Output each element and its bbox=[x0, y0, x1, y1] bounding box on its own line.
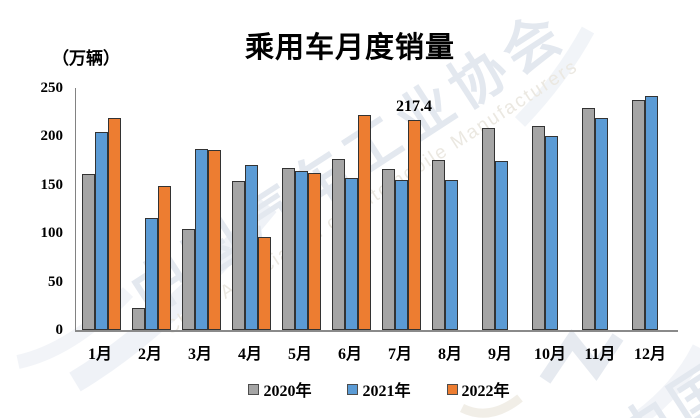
bar-2020年-6月 bbox=[331, 159, 345, 330]
bar-2022年-3月 bbox=[207, 149, 221, 330]
legend-swatch bbox=[347, 383, 359, 395]
bar-2020年-7月 bbox=[381, 168, 395, 330]
x-tick-label-8月: 8月 bbox=[437, 346, 462, 363]
x-tick-label-5月: 5月 bbox=[287, 346, 312, 363]
legend-label: 2022年 bbox=[461, 383, 510, 400]
bar-2021年-7月 bbox=[394, 179, 408, 330]
legend-swatch bbox=[446, 383, 458, 395]
bar-2021年-2月 bbox=[144, 218, 158, 330]
x-tick-label-3月: 3月 bbox=[187, 346, 212, 363]
bar-2020年-5月 bbox=[281, 168, 295, 330]
x-tick-label-4月: 4月 bbox=[237, 346, 262, 363]
legend: 2020年 2021年 2022年 bbox=[0, 377, 700, 401]
bar-2022年-1月 bbox=[107, 118, 121, 330]
x-tick-label-6月: 6月 bbox=[337, 346, 362, 363]
legend-item-2021年: 2021年 bbox=[347, 377, 411, 401]
bar-2020年-10月 bbox=[531, 125, 545, 330]
bar-2022年-5月 bbox=[307, 172, 321, 330]
y-tick-label: 250 bbox=[40, 80, 64, 96]
y-tick-label: 150 bbox=[40, 176, 64, 193]
y-tick-label: 200 bbox=[40, 128, 64, 145]
bar-2020年-11月 bbox=[581, 107, 595, 330]
legend-label: 2020年 bbox=[263, 383, 312, 400]
legend-label: 2021年 bbox=[362, 383, 411, 400]
bar-2021年-12月 bbox=[644, 95, 658, 330]
bar-2020年-12月 bbox=[631, 100, 645, 330]
x-axis-labels: 1月 2月 3月 4月 5月 6月 7月 8月 9月 10月 11月 12月 bbox=[75, 340, 677, 363]
legend-item-2020年: 2020年 bbox=[248, 377, 311, 401]
bar-2021年-6月 bbox=[344, 178, 358, 330]
bar-data-label: 217.4 bbox=[396, 97, 432, 115]
bar-2020年-1月 bbox=[81, 173, 95, 330]
bar-2021年-10月 bbox=[544, 135, 558, 330]
x-tick-label-11月: 11月 bbox=[584, 346, 616, 363]
x-tick-label-12月: 12月 bbox=[633, 346, 666, 363]
bar-2022年-6月 bbox=[357, 114, 371, 330]
bar-2020年-8月 bbox=[431, 160, 445, 330]
plot-area: 217.4 bbox=[75, 88, 678, 332]
bar-2020年-2月 bbox=[131, 308, 145, 330]
bar-2020年-4月 bbox=[231, 181, 245, 330]
y-axis-labels: 0 50 100 150 200 250 bbox=[0, 80, 66, 338]
y-tick-label: 0 bbox=[55, 322, 64, 338]
bar-2021年-11月 bbox=[594, 117, 608, 330]
x-tick-label-2月: 2月 bbox=[137, 346, 162, 363]
chart-title: 乘用车月度销量 bbox=[244, 32, 455, 64]
bar-2020年-9月 bbox=[481, 127, 495, 330]
bar-2021年-5月 bbox=[294, 170, 308, 330]
x-tick-label-10月: 10月 bbox=[533, 346, 566, 363]
bar-2020年-3月 bbox=[181, 229, 195, 330]
bar-2021年-3月 bbox=[194, 148, 208, 330]
y-tick-label: 50 bbox=[48, 273, 63, 290]
y-axis-unit-label: （万辆） bbox=[52, 49, 120, 68]
x-tick-label-7月: 7月 bbox=[387, 346, 412, 363]
bar-2022年-4月 bbox=[257, 236, 271, 330]
x-tick-label-1月: 1月 bbox=[87, 346, 112, 363]
legend-item-2022年: 2022年 bbox=[446, 377, 510, 401]
legend-swatch bbox=[248, 383, 260, 395]
bar-2021年-9月 bbox=[494, 160, 508, 330]
bar-2021年-8月 bbox=[444, 179, 458, 330]
bar-2022年-2月 bbox=[157, 186, 171, 330]
bar-2021年-4月 bbox=[244, 165, 258, 330]
bar-2022年-7月 bbox=[407, 119, 421, 330]
x-tick-label-9月: 9月 bbox=[487, 346, 512, 363]
y-tick-label: 100 bbox=[40, 225, 64, 242]
bar-2021年-1月 bbox=[94, 132, 108, 330]
